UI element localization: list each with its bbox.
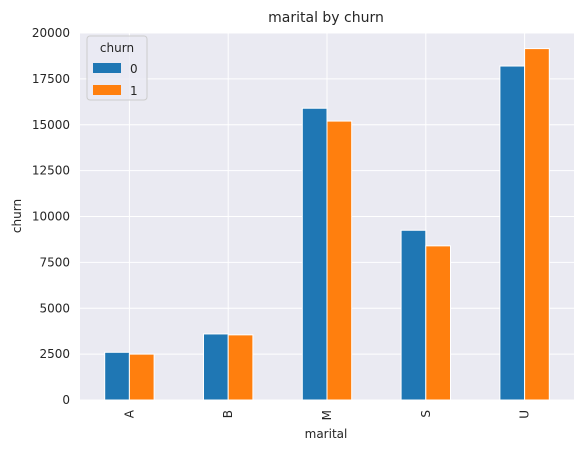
y-tick-label: 20000 xyxy=(32,26,70,40)
y-tick-label: 7500 xyxy=(39,255,70,269)
x-tick-label: B xyxy=(221,410,235,418)
y-tick-label: 2500 xyxy=(39,347,70,361)
bar-M-1 xyxy=(326,120,353,401)
x-tick-label: A xyxy=(122,409,136,418)
legend-title: churn xyxy=(100,41,134,55)
bar-U-1 xyxy=(524,48,550,401)
bar-S-0 xyxy=(400,229,427,401)
legend-label-1: 1 xyxy=(130,84,138,98)
y-tick-label: 17500 xyxy=(32,72,70,86)
bar-U-0 xyxy=(499,65,526,401)
chart-title: marital by churn xyxy=(268,10,384,26)
y-tick-labels: 0 2500 5000 7500 10000 12500 15000 17500 20000 xyxy=(32,26,70,407)
legend: churn 0 1 xyxy=(86,35,148,101)
bar-A-1 xyxy=(128,353,155,401)
bar-S-1 xyxy=(425,245,451,401)
x-axis-label: marital xyxy=(305,427,348,441)
y-tick-label: 0 xyxy=(62,393,70,407)
x-tick-label: U xyxy=(518,410,532,419)
bar-M-0 xyxy=(301,107,328,401)
bar-B-0 xyxy=(203,333,229,401)
legend-swatch-0 xyxy=(93,63,121,73)
bars xyxy=(104,48,550,401)
y-tick-label: 5000 xyxy=(39,301,70,315)
legend-swatch-1 xyxy=(93,85,121,95)
x-tick-label: S xyxy=(419,410,433,418)
y-tick-label: 12500 xyxy=(32,164,70,178)
y-tick-label: 15000 xyxy=(32,118,70,132)
legend-label-0: 0 xyxy=(130,62,138,76)
bar-B-1 xyxy=(227,334,254,401)
y-axis-label: churn xyxy=(10,199,24,233)
y-tick-label: 10000 xyxy=(32,210,70,224)
x-tick-label: M xyxy=(320,410,334,420)
bar-A-0 xyxy=(104,351,130,401)
